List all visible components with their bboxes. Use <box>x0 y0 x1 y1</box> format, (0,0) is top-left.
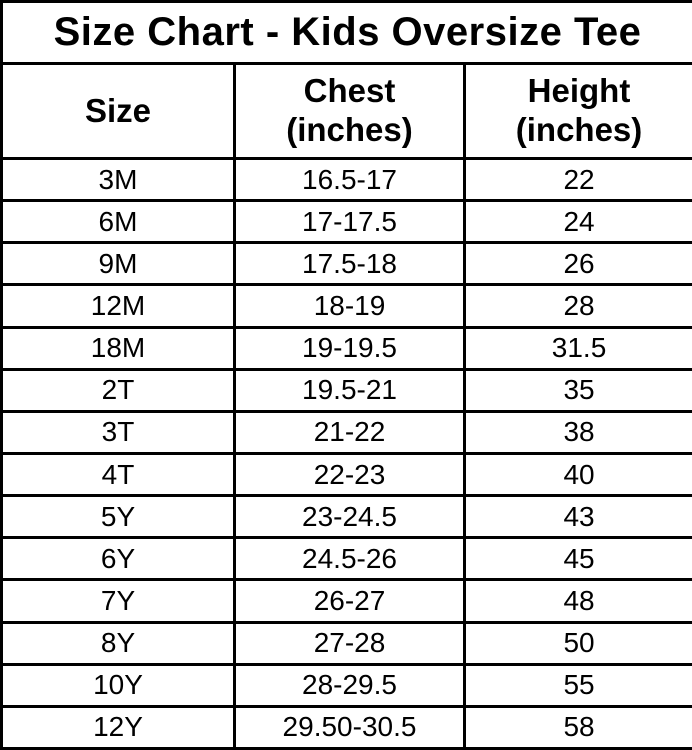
height-cell: 26 <box>462 241 692 287</box>
chest-cell: 23-24.5 <box>233 494 466 540</box>
size-cell: 12Y <box>0 704 236 750</box>
table-row: 12Y 29.50-30.5 58 <box>0 704 692 750</box>
table-row: 18M 19-19.5 31.5 <box>0 325 692 371</box>
chest-cell: 29.50-30.5 <box>233 704 466 750</box>
column-header-height: Height (inches) <box>462 62 692 160</box>
height-cell: 24 <box>462 199 692 245</box>
column-header-chest: Chest (inches) <box>233 62 466 160</box>
height-cell: 58 <box>462 704 692 750</box>
height-cell: 35 <box>462 367 692 413</box>
size-cell: 6M <box>0 199 236 245</box>
height-cell: 31.5 <box>462 325 692 371</box>
table-row: 8Y 27-28 50 <box>0 620 692 666</box>
chest-cell: 16.5-17 <box>233 156 466 203</box>
table-row: 10Y 28-29.5 55 <box>0 662 692 708</box>
height-cell: 55 <box>462 662 692 708</box>
height-cell: 40 <box>462 451 692 498</box>
table-row: 6M 17-17.5 24 <box>0 199 692 245</box>
header-row: Size Chest (inches) Height (inches) <box>0 62 692 160</box>
size-cell: 10Y <box>0 662 236 708</box>
table-row: 9M 17.5-18 26 <box>0 241 692 287</box>
size-cell: 18M <box>0 325 236 371</box>
table-row: 2T 19.5-21 35 <box>0 367 692 413</box>
page-title: Size Chart - Kids Oversize Tee <box>0 0 692 65</box>
chest-cell: 26-27 <box>233 578 466 624</box>
table-body: 3M 16.5-17 22 6M 17-17.5 24 9M 17.5-18 26 12M 18-1… <box>0 156 692 750</box>
size-cell: 7Y <box>0 578 236 624</box>
height-cell: 38 <box>462 409 692 455</box>
height-cell: 22 <box>462 156 692 203</box>
size-cell: 4T <box>0 451 236 498</box>
size-cell: 9M <box>0 241 236 287</box>
height-cell: 28 <box>462 283 692 329</box>
height-cell: 50 <box>462 620 692 666</box>
column-header-size: Size <box>0 62 236 160</box>
size-cell: 12M <box>0 283 236 329</box>
chest-cell: 28-29.5 <box>233 662 466 708</box>
title-row: Size Chart - Kids Oversize Tee <box>0 0 692 65</box>
chest-cell: 22-23 <box>233 451 466 498</box>
chest-cell: 18-19 <box>233 283 466 329</box>
height-cell: 45 <box>462 536 692 582</box>
table-row: 3M 16.5-17 22 <box>0 156 692 203</box>
table-row: 6Y 24.5-26 45 <box>0 536 692 582</box>
height-cell: 48 <box>462 578 692 624</box>
size-cell: 3M <box>0 156 236 203</box>
height-cell: 43 <box>462 494 692 540</box>
chest-cell: 27-28 <box>233 620 466 666</box>
chest-cell: 19.5-21 <box>233 367 466 413</box>
chest-cell: 21-22 <box>233 409 466 455</box>
size-cell: 2T <box>0 367 236 413</box>
chest-cell: 19-19.5 <box>233 325 466 371</box>
table-row: 5Y 23-24.5 43 <box>0 494 692 540</box>
size-cell: 3T <box>0 409 236 455</box>
chest-cell: 17-17.5 <box>233 199 466 245</box>
table-row: 3T 21-22 38 <box>0 409 692 455</box>
size-cell: 5Y <box>0 494 236 540</box>
size-cell: 6Y <box>0 536 236 582</box>
table-row: 4T 22-23 40 <box>0 451 692 498</box>
table-row: 7Y 26-27 48 <box>0 578 692 624</box>
chest-cell: 17.5-18 <box>233 241 466 287</box>
table-row: 12M 18-19 28 <box>0 283 692 329</box>
size-cell: 8Y <box>0 620 236 666</box>
chest-cell: 24.5-26 <box>233 536 466 582</box>
